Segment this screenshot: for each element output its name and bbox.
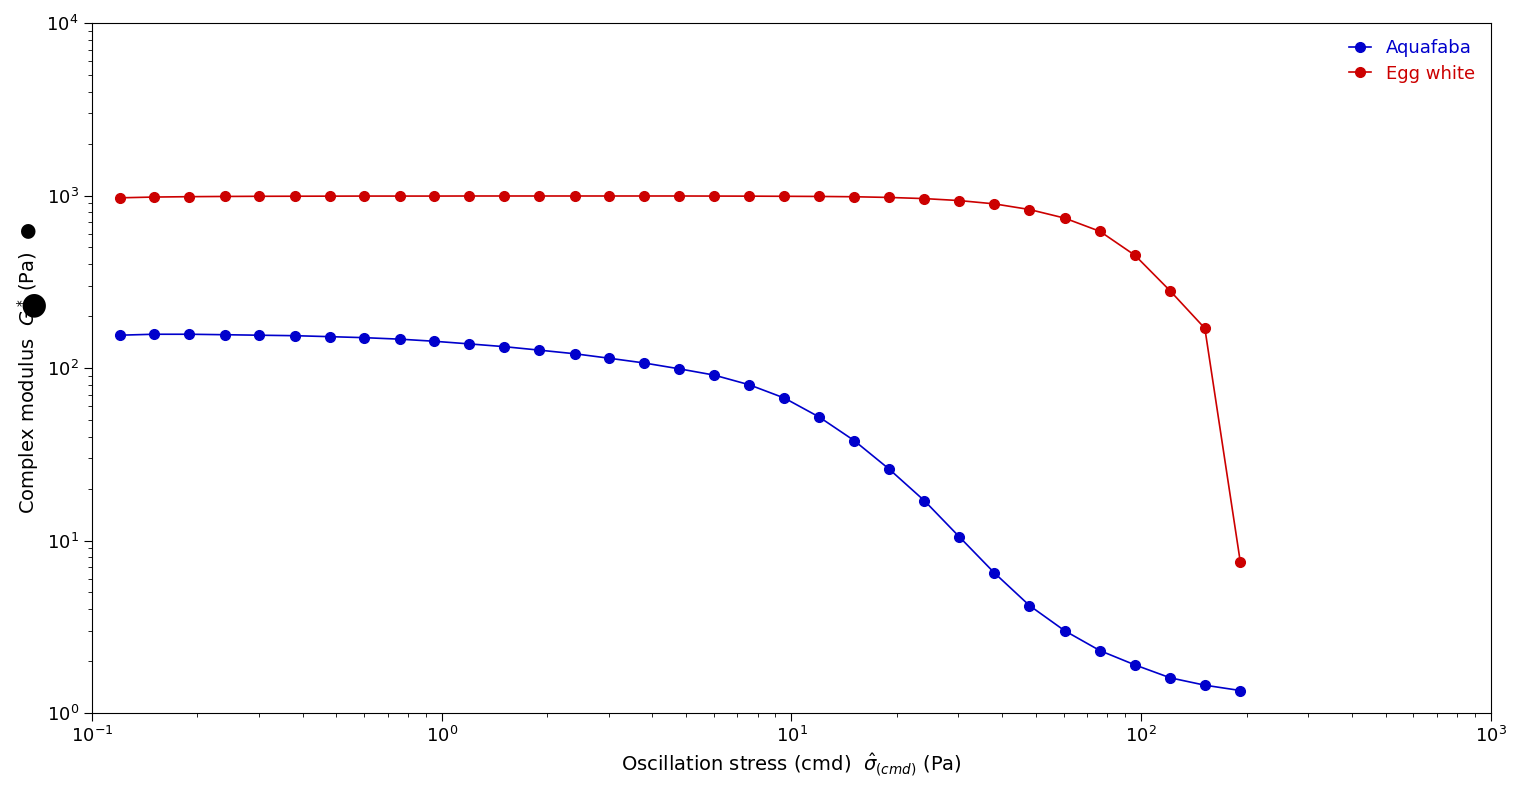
Egg white bbox=[775, 192, 793, 201]
Aquafaba bbox=[1091, 646, 1110, 655]
Egg white bbox=[600, 191, 618, 201]
Aquafaba bbox=[391, 335, 409, 344]
Egg white bbox=[985, 199, 1003, 209]
Egg white bbox=[145, 192, 163, 201]
Egg white bbox=[740, 191, 758, 201]
Aquafaba bbox=[880, 464, 898, 473]
Egg white bbox=[1196, 324, 1215, 333]
Aquafaba bbox=[495, 342, 513, 351]
Egg white bbox=[250, 192, 268, 201]
Egg white bbox=[880, 193, 898, 202]
Aquafaba bbox=[355, 333, 373, 343]
X-axis label: Oscillation stress (cmd)  $\hat{\sigma}_{(cmd)}$ (Pa): Oscillation stress (cmd) $\hat{\sigma}_{… bbox=[621, 752, 962, 778]
Line: Egg white: Egg white bbox=[114, 191, 1245, 567]
Aquafaba bbox=[1056, 626, 1075, 635]
Egg white bbox=[425, 191, 443, 201]
Egg white bbox=[915, 193, 933, 203]
Aquafaba bbox=[180, 329, 198, 339]
Aquafaba bbox=[985, 568, 1003, 577]
Aquafaba bbox=[460, 339, 478, 349]
Egg white bbox=[286, 191, 304, 201]
Aquafaba bbox=[530, 346, 548, 355]
Aquafaba bbox=[425, 336, 443, 346]
Egg white bbox=[1126, 251, 1145, 260]
Legend: Aquafaba, Egg white: Aquafaba, Egg white bbox=[1342, 32, 1482, 90]
Aquafaba bbox=[1231, 686, 1250, 695]
Aquafaba bbox=[1126, 661, 1145, 670]
Egg white bbox=[180, 192, 198, 201]
Egg white bbox=[566, 191, 584, 201]
Aquafaba bbox=[321, 332, 339, 342]
Egg white bbox=[321, 191, 339, 201]
Aquafaba bbox=[915, 496, 933, 505]
Egg white bbox=[1161, 286, 1180, 296]
Egg white bbox=[1231, 557, 1250, 567]
Egg white bbox=[810, 192, 828, 201]
Egg white bbox=[495, 191, 513, 201]
Aquafaba bbox=[845, 436, 863, 446]
Egg white bbox=[1091, 227, 1110, 236]
Egg white bbox=[530, 191, 548, 201]
Egg white bbox=[1056, 213, 1075, 223]
Aquafaba bbox=[950, 532, 968, 542]
Aquafaba bbox=[1161, 673, 1180, 683]
Aquafaba bbox=[1196, 680, 1215, 690]
Y-axis label: Complex modulus  $G^*$ (Pa)  ●: Complex modulus $G^*$ (Pa) ● bbox=[15, 222, 41, 515]
Egg white bbox=[460, 191, 478, 201]
Text: ●: ● bbox=[20, 291, 47, 320]
Aquafaba bbox=[740, 380, 758, 389]
Aquafaba bbox=[775, 393, 793, 403]
Aquafaba bbox=[145, 329, 163, 339]
Egg white bbox=[216, 192, 234, 201]
Aquafaba bbox=[250, 331, 268, 340]
Egg white bbox=[670, 191, 688, 201]
Egg white bbox=[1020, 205, 1038, 214]
Aquafaba bbox=[705, 370, 723, 380]
Aquafaba bbox=[566, 349, 584, 358]
Line: Aquafaba: Aquafaba bbox=[114, 329, 1245, 695]
Aquafaba bbox=[286, 331, 304, 340]
Egg white bbox=[950, 196, 968, 205]
Aquafaba bbox=[111, 331, 129, 340]
Aquafaba bbox=[810, 412, 828, 422]
Egg white bbox=[845, 192, 863, 201]
Aquafaba bbox=[216, 330, 234, 339]
Aquafaba bbox=[1020, 601, 1038, 611]
Egg white bbox=[391, 191, 409, 201]
Egg white bbox=[111, 193, 129, 202]
Egg white bbox=[635, 191, 653, 201]
Egg white bbox=[705, 191, 723, 201]
Aquafaba bbox=[670, 364, 688, 374]
Aquafaba bbox=[635, 358, 653, 368]
Egg white bbox=[355, 191, 373, 201]
Aquafaba bbox=[600, 354, 618, 363]
